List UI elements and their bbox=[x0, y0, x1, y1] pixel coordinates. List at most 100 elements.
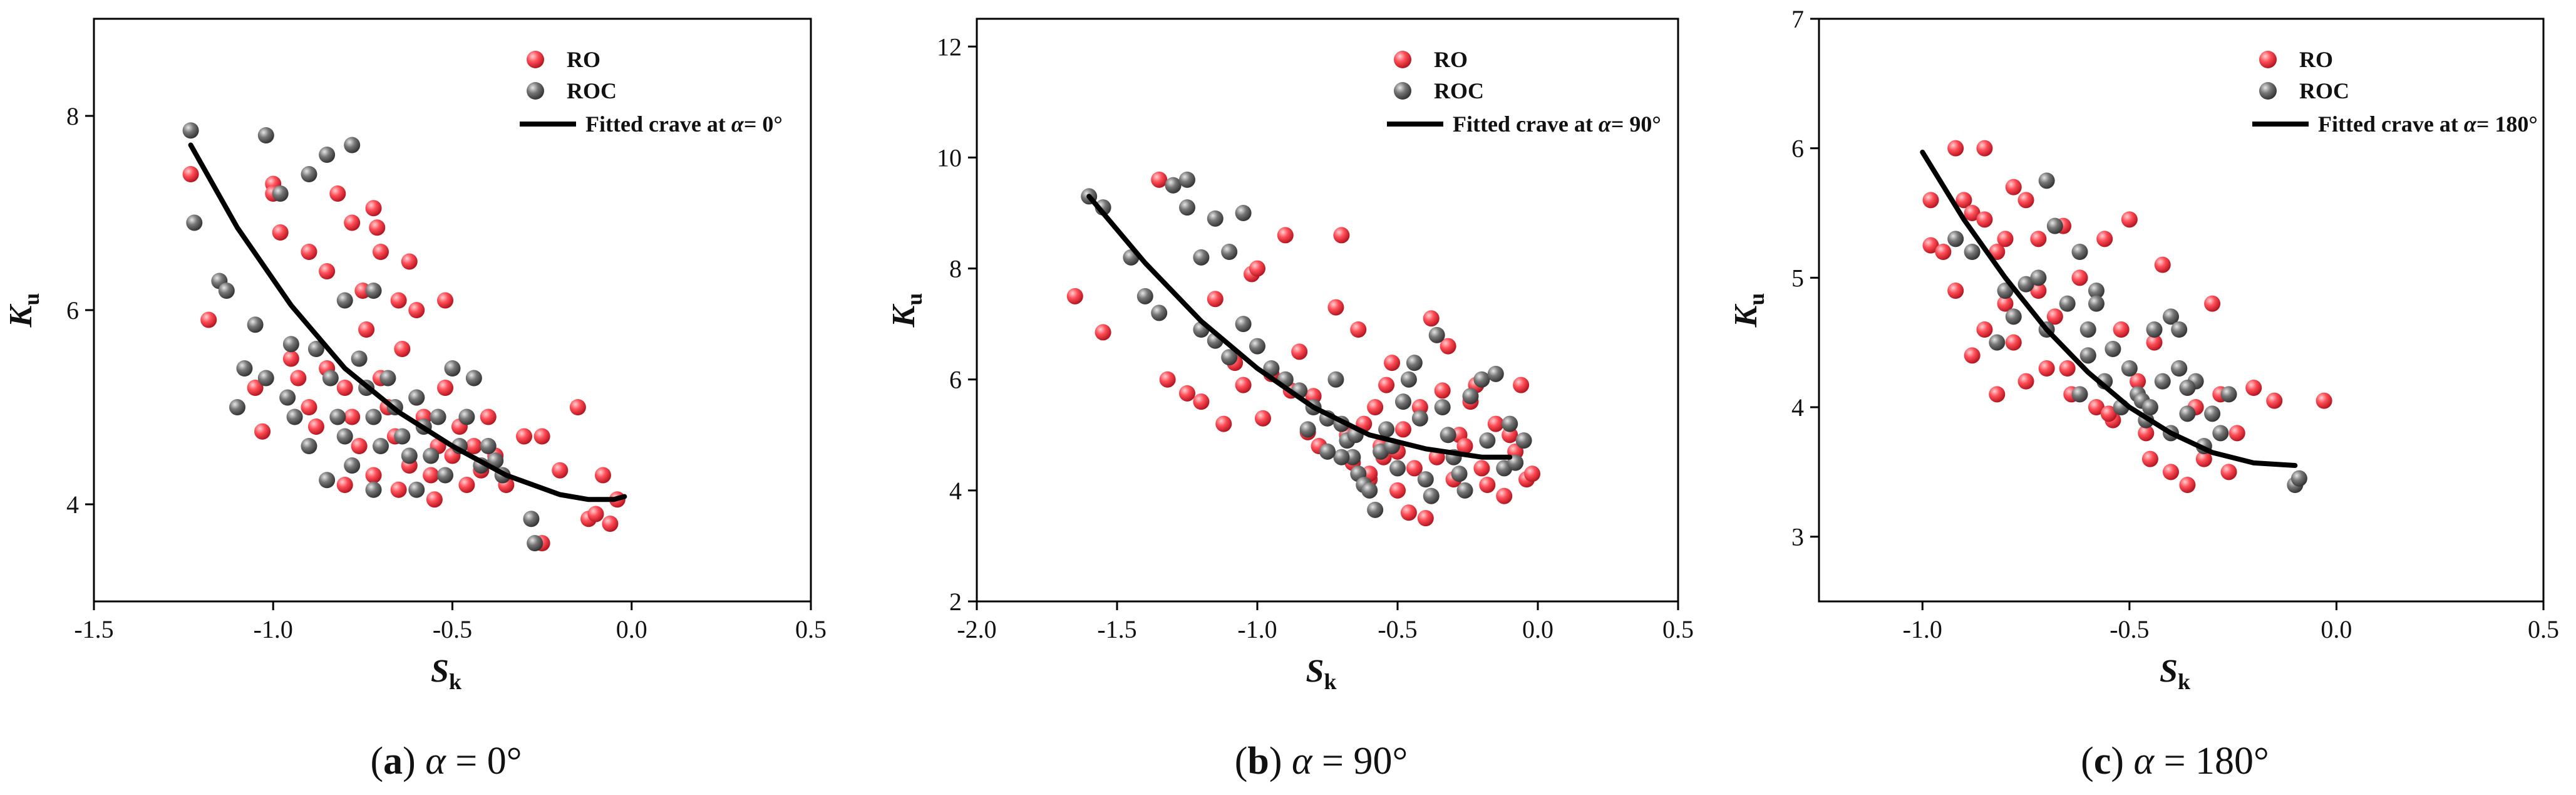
plot-frame bbox=[1818, 18, 2545, 603]
roc-point bbox=[279, 389, 296, 406]
roc-point bbox=[480, 438, 497, 454]
roc-point bbox=[218, 283, 235, 299]
roc-point bbox=[329, 408, 346, 425]
ro-point bbox=[423, 467, 440, 484]
ro-point bbox=[1922, 237, 1939, 254]
roc-point bbox=[1221, 244, 1238, 260]
roc-point bbox=[1249, 338, 1265, 355]
roc-point bbox=[229, 399, 245, 415]
legend-ro-label: RO bbox=[567, 47, 600, 72]
ro-point bbox=[1947, 140, 1964, 157]
roc-point bbox=[1964, 244, 1981, 260]
roc-point bbox=[523, 511, 540, 527]
roc-point bbox=[2046, 217, 2063, 234]
ro-point bbox=[594, 467, 611, 484]
ro-point bbox=[1964, 205, 1981, 221]
ro-point bbox=[480, 408, 497, 425]
ro-point bbox=[465, 438, 482, 454]
chart-panel-a: -1.5 -1.0 -0.5 0.0 0.5 4 6 8 Sk Ku RO ROC Fitted cra… bbox=[3, 18, 827, 782]
roc-point bbox=[2179, 405, 2196, 422]
roc-point bbox=[322, 370, 339, 387]
y-tick-label: 6 bbox=[1791, 135, 1804, 163]
y-tick-label: 8 bbox=[66, 102, 79, 130]
roc-point bbox=[2220, 386, 2237, 403]
roc-point bbox=[373, 438, 389, 454]
ro-point bbox=[301, 399, 317, 415]
ro-point bbox=[1249, 260, 1265, 277]
ro-point bbox=[1496, 487, 1513, 504]
y-tick-label: 4 bbox=[1791, 393, 1804, 422]
legend-ro-label: RO bbox=[2299, 47, 2333, 72]
ro-point bbox=[1976, 211, 1993, 228]
roc-point bbox=[1389, 460, 1406, 477]
roc-point bbox=[401, 447, 418, 464]
x-tick-label: -0.5 bbox=[1378, 615, 1417, 643]
roc-point bbox=[1221, 349, 1238, 366]
roc-point bbox=[2017, 276, 2034, 293]
ro-point bbox=[1456, 438, 1473, 454]
ro-point bbox=[2088, 399, 2105, 415]
ro-point bbox=[390, 292, 407, 309]
roc-point bbox=[1151, 304, 1168, 321]
ro-point bbox=[1327, 299, 1344, 316]
plot-frame bbox=[976, 18, 1679, 603]
ro-point bbox=[329, 185, 346, 202]
roc-point bbox=[444, 360, 461, 377]
roc-point bbox=[1193, 249, 1210, 266]
ro-point bbox=[2228, 425, 2245, 442]
ro-point bbox=[1066, 288, 1083, 304]
ro-point bbox=[1955, 192, 1972, 209]
ro-point bbox=[437, 380, 454, 396]
ro-point bbox=[1179, 385, 1195, 402]
ro-point bbox=[394, 341, 411, 357]
ro-point bbox=[2141, 450, 2158, 467]
roc-point bbox=[301, 166, 317, 182]
roc-point bbox=[272, 185, 289, 202]
roc-point bbox=[1179, 199, 1195, 216]
ro-point bbox=[2195, 450, 2212, 467]
plot-frame bbox=[93, 18, 812, 603]
x-axis-title: Sk bbox=[1306, 653, 1337, 694]
ro-point bbox=[1291, 343, 1308, 360]
roc-point bbox=[1451, 465, 1468, 482]
roc-point bbox=[1361, 482, 1378, 499]
ro-point bbox=[2030, 283, 2047, 299]
ro-point bbox=[2005, 334, 2022, 351]
roc-point bbox=[286, 408, 303, 425]
roc-point bbox=[1462, 388, 1479, 405]
roc-point bbox=[1136, 288, 1153, 304]
roc-point bbox=[2141, 399, 2158, 415]
ro-point bbox=[2096, 231, 2113, 247]
ro-point bbox=[533, 428, 550, 445]
roc-point bbox=[408, 481, 425, 498]
ro-point bbox=[200, 311, 217, 328]
roc-point bbox=[2179, 380, 2196, 396]
ro-point bbox=[344, 408, 361, 425]
ro-point bbox=[365, 200, 382, 217]
y-tick-label: 4 bbox=[66, 491, 79, 519]
chart-panel-c: -1.0 -0.5 0.0 0.5 3 4 5 6 7 Sk Ku RO ROC Fitted crave… bbox=[1728, 5, 2559, 782]
ro-point bbox=[1254, 410, 1271, 427]
ro-point bbox=[602, 516, 619, 532]
roc-point bbox=[408, 389, 425, 406]
ro-point bbox=[1151, 171, 1168, 188]
ro-point bbox=[408, 302, 425, 318]
roc-point bbox=[1400, 371, 1417, 388]
y-tick-label: 5 bbox=[1791, 264, 1804, 292]
roc-point bbox=[1487, 365, 1504, 382]
roc-point bbox=[1423, 487, 1440, 504]
ro-point bbox=[351, 438, 368, 454]
panel-caption: (b) α = 90° bbox=[1235, 740, 1408, 782]
legend-roc-marker bbox=[527, 82, 544, 100]
roc-point bbox=[1428, 326, 1445, 343]
y-tick-label: 6 bbox=[66, 296, 79, 325]
ro-point bbox=[1997, 295, 2014, 312]
ro-point bbox=[1333, 227, 1350, 244]
ro-point bbox=[458, 477, 475, 493]
roc-point bbox=[437, 467, 454, 484]
legend-fit-label: Fitted crave at α= 90° bbox=[1453, 112, 1661, 137]
legend-roc-label: ROC bbox=[567, 78, 617, 103]
ro-point bbox=[2162, 464, 2179, 481]
y-axis-title: Ku bbox=[3, 293, 44, 328]
ro-point bbox=[1947, 283, 1964, 299]
